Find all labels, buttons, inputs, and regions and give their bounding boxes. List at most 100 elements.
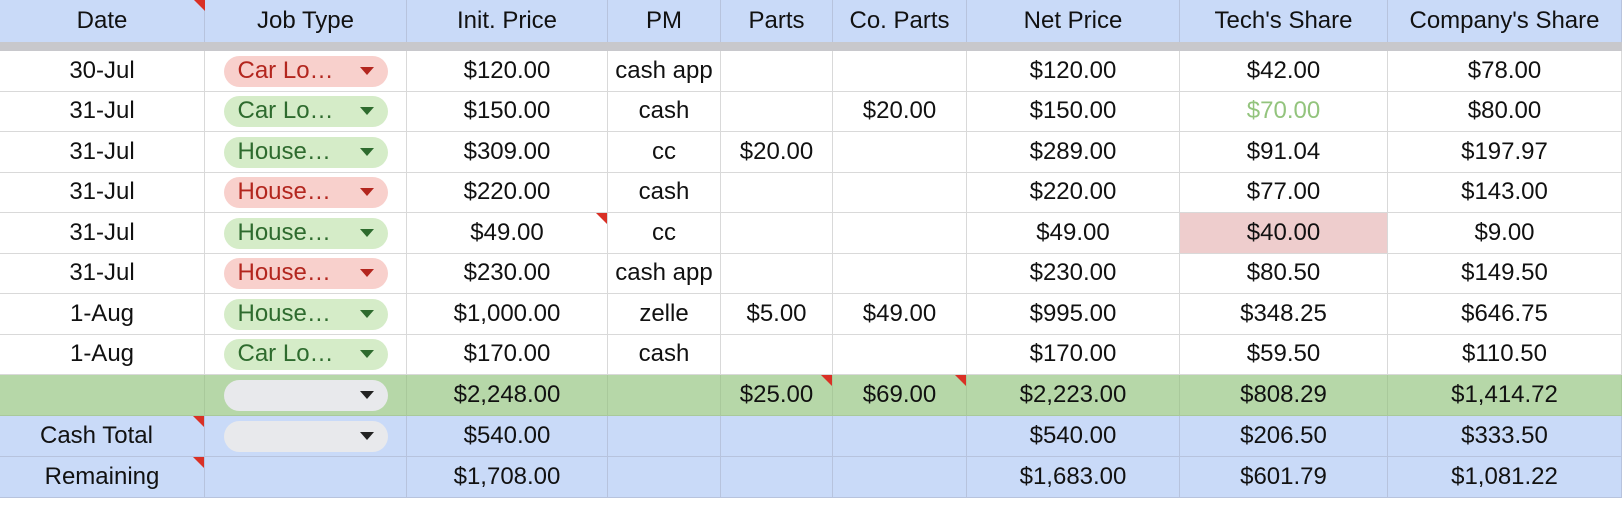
job-type-cell[interactable]: House… (205, 213, 407, 254)
pm-cell[interactable]: cash app (608, 253, 721, 294)
init-price-cell[interactable]: $150.00 (407, 91, 608, 132)
header-init-price[interactable]: Init. Price (407, 0, 608, 42)
comment-flag-icon[interactable] (955, 375, 966, 386)
job-type-cell[interactable]: House… (205, 132, 407, 173)
companys-share-cell[interactable]: $197.97 (1388, 132, 1622, 173)
techs-share-cell[interactable]: $40.00 (1180, 213, 1388, 254)
comment-flag-icon[interactable] (821, 375, 832, 386)
net-price-cell[interactable]: $230.00 (967, 253, 1180, 294)
init-price-cell[interactable]: $1,000.00 (407, 294, 608, 335)
date-cell[interactable]: 31-Jul (0, 172, 205, 213)
cash-total-techs-share[interactable]: $206.50 (1180, 416, 1388, 457)
pm-cell[interactable]: cash (608, 334, 721, 375)
companys-share-cell[interactable]: $646.75 (1388, 294, 1622, 335)
init-price-cell[interactable]: $120.00 (407, 51, 608, 92)
date-cell[interactable]: 31-Jul (0, 213, 205, 254)
totals-co-parts[interactable]: $69.00 (833, 375, 967, 416)
techs-share-cell[interactable]: $91.04 (1180, 132, 1388, 173)
net-price-cell[interactable]: $289.00 (967, 132, 1180, 173)
cash-total-net-price[interactable]: $540.00 (967, 416, 1180, 457)
job-type-dropdown[interactable]: House… (223, 298, 388, 330)
techs-share-cell[interactable]: $70.00 (1180, 91, 1388, 132)
parts-cell[interactable]: $5.00 (721, 294, 833, 335)
job-type-cell[interactable]: House… (205, 172, 407, 213)
co-parts-cell[interactable] (833, 132, 967, 173)
date-cell[interactable]: 1-Aug (0, 334, 205, 375)
co-parts-cell[interactable] (833, 172, 967, 213)
header-job-type[interactable]: Job Type (205, 0, 407, 42)
companys-share-cell[interactable]: $9.00 (1388, 213, 1622, 254)
cash-total-co-parts-cell[interactable] (833, 416, 967, 457)
remaining-label[interactable]: Remaining (0, 457, 205, 498)
net-price-cell[interactable]: $995.00 (967, 294, 1180, 335)
job-type-dropdown[interactable]: House… (223, 257, 388, 289)
totals-init-price[interactable]: $2,248.00 (407, 375, 608, 416)
techs-share-cell[interactable]: $59.50 (1180, 334, 1388, 375)
parts-cell[interactable] (721, 213, 833, 254)
parts-cell[interactable] (721, 91, 833, 132)
header-date[interactable]: Date (0, 0, 205, 42)
companys-share-cell[interactable]: $110.50 (1388, 334, 1622, 375)
companys-share-cell[interactable]: $80.00 (1388, 91, 1622, 132)
job-type-cell[interactable]: House… (205, 294, 407, 335)
remaining-techs-share[interactable]: $601.79 (1180, 457, 1388, 498)
date-cell[interactable]: 31-Jul (0, 253, 205, 294)
remaining-job-cell[interactable] (205, 457, 407, 498)
co-parts-cell[interactable] (833, 51, 967, 92)
cash-total-job-cell[interactable] (205, 416, 407, 457)
job-type-cell[interactable]: Car Lo… (205, 91, 407, 132)
job-type-dropdown[interactable] (223, 379, 388, 411)
job-type-dropdown[interactable]: House… (223, 136, 388, 168)
pm-cell[interactable]: cash app (608, 51, 721, 92)
remaining-parts-cell[interactable] (721, 457, 833, 498)
parts-cell[interactable] (721, 334, 833, 375)
header-parts[interactable]: Parts (721, 0, 833, 42)
comment-flag-icon[interactable] (193, 457, 204, 468)
parts-cell[interactable] (721, 51, 833, 92)
remaining-init-price[interactable]: $1,708.00 (407, 457, 608, 498)
header-pm[interactable]: PM (608, 0, 721, 42)
cash-total-label[interactable]: Cash Total (0, 416, 205, 457)
job-type-dropdown[interactable] (223, 420, 388, 452)
remaining-co-parts-cell[interactable] (833, 457, 967, 498)
job-type-dropdown[interactable]: House… (223, 176, 388, 208)
job-type-cell[interactable]: Car Lo… (205, 334, 407, 375)
pm-cell[interactable]: cash (608, 91, 721, 132)
net-price-cell[interactable]: $220.00 (967, 172, 1180, 213)
cash-total-init-price[interactable]: $540.00 (407, 416, 608, 457)
cash-total-parts-cell[interactable] (721, 416, 833, 457)
co-parts-cell[interactable]: $49.00 (833, 294, 967, 335)
init-price-cell[interactable]: $309.00 (407, 132, 608, 173)
totals-parts[interactable]: $25.00 (721, 375, 833, 416)
job-type-cell[interactable]: House… (205, 253, 407, 294)
date-cell[interactable]: 31-Jul (0, 91, 205, 132)
date-cell[interactable]: 31-Jul (0, 132, 205, 173)
techs-share-cell[interactable]: $77.00 (1180, 172, 1388, 213)
init-price-cell[interactable]: $230.00 (407, 253, 608, 294)
parts-cell[interactable] (721, 253, 833, 294)
co-parts-cell[interactable] (833, 334, 967, 375)
parts-cell[interactable] (721, 172, 833, 213)
comment-flag-icon[interactable] (193, 416, 204, 427)
techs-share-cell[interactable]: $42.00 (1180, 51, 1388, 92)
totals-companys-share[interactable]: $1,414.72 (1388, 375, 1622, 416)
job-type-cell[interactable]: Car Lo… (205, 51, 407, 92)
comment-flag-icon[interactable] (194, 0, 205, 11)
job-type-dropdown[interactable]: Car Lo… (223, 55, 388, 87)
totals-pm-cell[interactable] (608, 375, 721, 416)
companys-share-cell[interactable]: $149.50 (1388, 253, 1622, 294)
init-price-cell[interactable]: $220.00 (407, 172, 608, 213)
pm-cell[interactable]: cash (608, 172, 721, 213)
parts-cell[interactable]: $20.00 (721, 132, 833, 173)
pm-cell[interactable]: zelle (608, 294, 721, 335)
cash-total-companys-share[interactable]: $333.50 (1388, 416, 1622, 457)
techs-share-cell[interactable]: $80.50 (1180, 253, 1388, 294)
totals-techs-share[interactable]: $808.29 (1180, 375, 1388, 416)
totals-job-cell[interactable] (205, 375, 407, 416)
companys-share-cell[interactable]: $78.00 (1388, 51, 1622, 92)
date-cell[interactable]: 1-Aug (0, 294, 205, 335)
companys-share-cell[interactable]: $143.00 (1388, 172, 1622, 213)
net-price-cell[interactable]: $150.00 (967, 91, 1180, 132)
remaining-net-price[interactable]: $1,683.00 (967, 457, 1180, 498)
header-net-price[interactable]: Net Price (967, 0, 1180, 42)
